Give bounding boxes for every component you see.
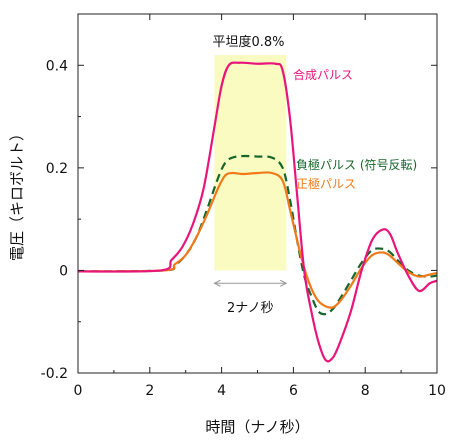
y-tick-label: 0.4	[46, 58, 68, 74]
y-axis-title: 電圧（キロボルト）	[8, 126, 26, 261]
y-tick-label: 0.2	[46, 161, 68, 177]
duration-arrow-right-head	[279, 279, 288, 287]
series-label-composite: 合成パルス	[293, 67, 353, 82]
series-label-negative-inverted: 負極パルス (符号反転)	[296, 157, 417, 172]
x-tick-label: 8	[361, 383, 370, 399]
flatness-annotation: 平坦度0.8%	[213, 34, 285, 50]
y-tick-label: 0	[59, 263, 68, 279]
series-line-negative-inverted	[77, 154, 438, 316]
series-label-positive: 正極パルス	[296, 176, 356, 191]
duration-annotation: 2ナノ秒	[227, 301, 274, 316]
duration-arrow-left-head	[213, 279, 221, 287]
x-tick-label: 10	[428, 383, 446, 399]
x-tick-label: 0	[74, 383, 83, 399]
x-tick-label: 6	[289, 383, 298, 399]
flat-region-highlight	[214, 55, 287, 271]
series-line-composite	[77, 61, 438, 363]
x-tick-label: 4	[217, 383, 226, 399]
y-tick-label: -0.2	[41, 366, 68, 382]
x-axis-title: 時間（ナノ秒）	[205, 418, 309, 436]
x-tick-label: 2	[145, 383, 154, 399]
